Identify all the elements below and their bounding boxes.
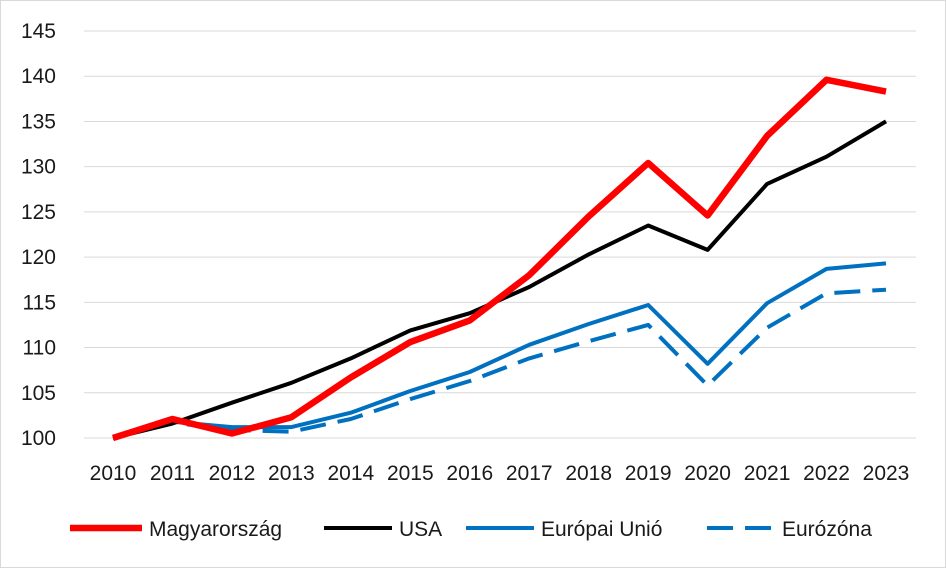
y-tick-label: 110 (23, 337, 56, 360)
x-tick-label: 2014 (327, 462, 374, 485)
x-tick-label: 2022 (803, 462, 850, 485)
series-line-3 (112, 287, 887, 440)
y-axis-labels: 100 105 110 115 120 125 130 135 140 145 (21, 20, 56, 450)
x-tick-label: 2023 (863, 462, 910, 485)
x-tick-label: 2015 (387, 462, 434, 485)
x-tick-label: 2010 (90, 462, 137, 485)
x-tick-label: 2019 (625, 462, 672, 485)
x-tick-label: 2013 (268, 462, 315, 485)
y-tick-label: 105 (21, 382, 56, 405)
x-tick-label: 2017 (506, 462, 553, 485)
legend-label: Eurózóna (782, 518, 872, 541)
x-axis-labels: 2010 2011 2012 2013 2014 2015 2016 2017 2018 2019… (90, 462, 910, 485)
x-tick-label: 2011 (150, 462, 195, 485)
series-line-1 (112, 119, 888, 440)
x-tick-label: 2020 (684, 462, 731, 485)
y-tick-label: 135 (21, 110, 56, 133)
x-tick-label: 2021 (744, 462, 791, 485)
legend-label: Európai Unió (541, 518, 662, 541)
legend-label: Magyarország (149, 518, 282, 541)
x-tick-label: 2016 (446, 462, 493, 485)
y-tick-label: 140 (21, 65, 56, 88)
gridlines (84, 30, 916, 439)
series-line-2 (112, 261, 887, 440)
y-tick-label: 130 (21, 156, 56, 179)
legend-label: USA (399, 518, 442, 541)
y-tick-label: 115 (23, 291, 56, 314)
series-lines (112, 76, 888, 442)
series-line-0 (112, 76, 887, 442)
x-tick-label: 2018 (565, 462, 612, 485)
legend: Magyarország USA Európai Unió Eurózóna (70, 518, 872, 541)
x-tick-label: 2012 (209, 462, 256, 485)
y-tick-label: 100 (21, 427, 56, 450)
y-tick-label: 145 (21, 20, 56, 43)
y-tick-label: 120 (21, 246, 56, 269)
y-tick-label: 125 (21, 201, 56, 224)
